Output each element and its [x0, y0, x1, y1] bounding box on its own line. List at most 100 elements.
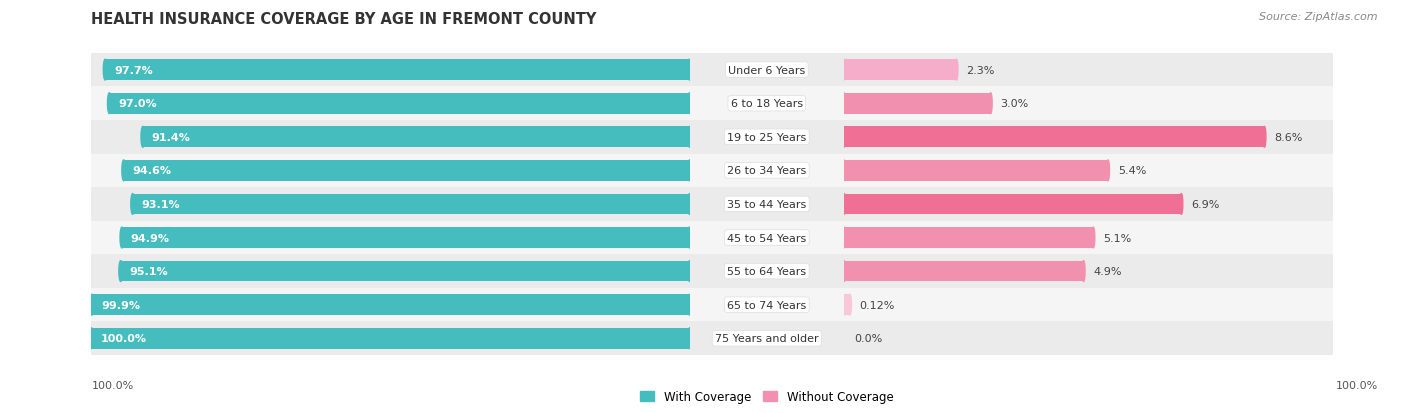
Circle shape [688, 261, 692, 282]
Bar [91, 87, 689, 121]
Bar [110, 94, 689, 114]
Circle shape [103, 60, 107, 81]
Circle shape [688, 127, 692, 148]
Text: 93.1%: 93.1% [142, 199, 180, 209]
Bar [689, 54, 844, 87]
Circle shape [688, 60, 692, 81]
Text: 6.9%: 6.9% [1191, 199, 1219, 209]
Circle shape [688, 194, 692, 215]
Bar [844, 54, 1333, 87]
Bar [689, 221, 844, 255]
Text: 94.9%: 94.9% [131, 233, 170, 243]
Bar [844, 188, 1333, 221]
Text: 8.6%: 8.6% [1274, 133, 1302, 142]
Text: 0.0%: 0.0% [853, 333, 882, 344]
Circle shape [90, 328, 93, 349]
Circle shape [842, 294, 845, 315]
Text: 19 to 25 Years: 19 to 25 Years [727, 133, 807, 142]
Text: Under 6 Years: Under 6 Years [728, 65, 806, 76]
Bar [689, 87, 844, 121]
Text: 100.0%: 100.0% [1336, 380, 1378, 390]
Bar [689, 255, 844, 288]
Circle shape [1263, 127, 1265, 148]
Circle shape [120, 261, 122, 282]
Text: 45 to 54 Years: 45 to 54 Years [727, 233, 807, 243]
Bar [91, 121, 689, 154]
Circle shape [955, 60, 957, 81]
Circle shape [122, 161, 125, 181]
Text: 94.6%: 94.6% [132, 166, 172, 176]
Bar [689, 288, 844, 322]
Circle shape [842, 127, 845, 148]
Bar [91, 255, 689, 288]
Text: 2.3%: 2.3% [966, 65, 994, 76]
Bar [124, 161, 689, 181]
Circle shape [990, 94, 993, 114]
Bar [844, 121, 1333, 154]
Text: 55 to 64 Years: 55 to 64 Years [727, 266, 807, 276]
Bar [844, 161, 1108, 181]
Text: 91.4%: 91.4% [152, 133, 191, 142]
Bar [121, 261, 689, 282]
Bar [91, 322, 689, 355]
Text: 100.0%: 100.0% [91, 380, 134, 390]
Circle shape [842, 94, 845, 114]
Bar [844, 261, 1084, 282]
Bar [143, 127, 689, 148]
Text: 97.0%: 97.0% [118, 99, 157, 109]
Circle shape [688, 294, 692, 315]
Bar [844, 154, 1333, 188]
Text: 5.1%: 5.1% [1104, 233, 1132, 243]
Text: 0.12%: 0.12% [859, 300, 896, 310]
Bar [844, 60, 956, 81]
Bar [91, 288, 689, 322]
Text: 99.9%: 99.9% [101, 300, 141, 310]
Circle shape [1107, 161, 1109, 181]
Bar [689, 188, 844, 221]
Bar [844, 221, 1333, 255]
Text: 5.4%: 5.4% [1118, 166, 1146, 176]
Bar [844, 127, 1264, 148]
Circle shape [1092, 228, 1095, 248]
Bar [844, 322, 1333, 355]
Bar [844, 94, 991, 114]
Circle shape [842, 228, 845, 248]
Circle shape [842, 194, 845, 215]
Text: Source: ZipAtlas.com: Source: ZipAtlas.com [1260, 12, 1378, 22]
Text: HEALTH INSURANCE COVERAGE BY AGE IN FREMONT COUNTY: HEALTH INSURANCE COVERAGE BY AGE IN FREM… [91, 12, 596, 27]
Bar [689, 121, 844, 154]
Legend: With Coverage, Without Coverage: With Coverage, Without Coverage [636, 385, 898, 408]
Circle shape [120, 228, 124, 248]
Bar [105, 60, 689, 81]
Text: 35 to 44 Years: 35 to 44 Years [727, 199, 807, 209]
Text: 97.7%: 97.7% [114, 65, 153, 76]
Text: 4.9%: 4.9% [1094, 266, 1122, 276]
Circle shape [141, 127, 145, 148]
Circle shape [688, 228, 692, 248]
Circle shape [90, 294, 94, 315]
Text: 6 to 18 Years: 6 to 18 Years [731, 99, 803, 109]
Bar [844, 288, 1333, 322]
Bar [91, 221, 689, 255]
Circle shape [1083, 261, 1085, 282]
Bar [844, 255, 1333, 288]
Bar [91, 294, 689, 315]
Text: 75 Years and older: 75 Years and older [716, 333, 818, 344]
Text: 3.0%: 3.0% [1001, 99, 1029, 109]
Text: 65 to 74 Years: 65 to 74 Years [727, 300, 807, 310]
Bar [91, 328, 689, 349]
Circle shape [688, 328, 692, 349]
Text: 95.1%: 95.1% [129, 266, 169, 276]
Circle shape [131, 194, 135, 215]
Bar [91, 188, 689, 221]
Bar [122, 228, 689, 248]
Bar [844, 87, 1333, 121]
Circle shape [1180, 194, 1182, 215]
Circle shape [107, 94, 111, 114]
Circle shape [842, 60, 845, 81]
Bar [689, 154, 844, 188]
Circle shape [688, 94, 692, 114]
Circle shape [842, 161, 845, 181]
Bar [91, 54, 689, 87]
Bar [844, 194, 1181, 215]
